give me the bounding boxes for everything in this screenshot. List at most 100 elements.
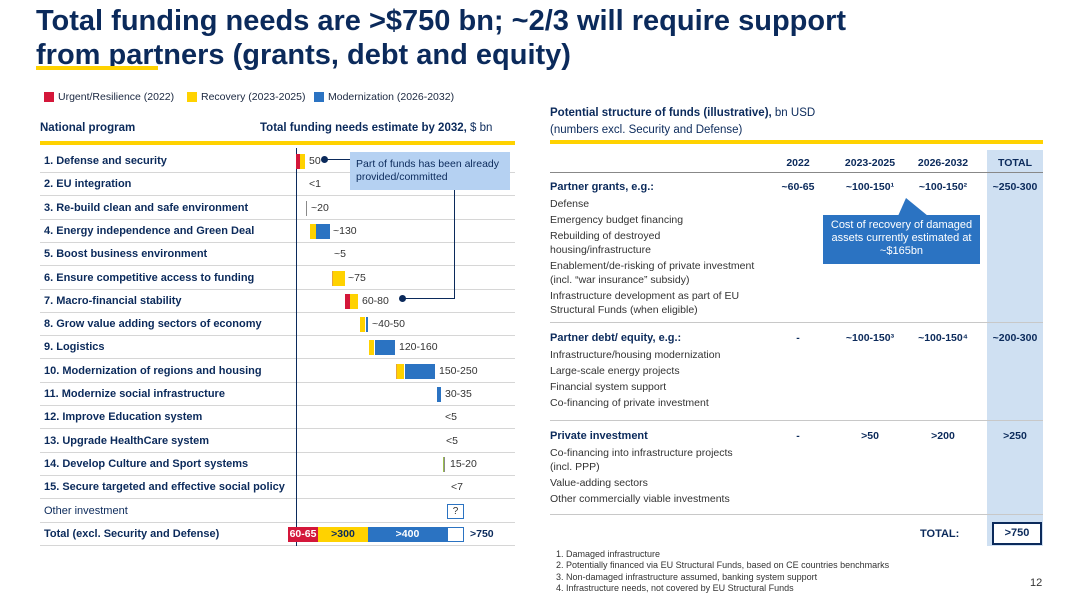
right-title-bold: Potential structure of funds (illustrati… xyxy=(550,107,772,119)
section-value: ~200-300 xyxy=(992,332,1038,344)
bar-value-label: 15-20 xyxy=(450,457,477,470)
program-label: 2. EU integration xyxy=(44,178,132,191)
program-label: 1. Defense and security xyxy=(44,155,167,167)
section-item: Defense xyxy=(550,198,590,210)
section-item: Value-adding sectors xyxy=(550,477,648,489)
divider xyxy=(550,514,1043,515)
section-items: Infrastructure/housing modernization Larg… xyxy=(550,348,755,412)
callout-dot xyxy=(321,156,328,163)
bar-value-label: ~40-50 xyxy=(372,318,405,331)
bar-value-label: 120-160 xyxy=(399,341,438,354)
page-title: Total funding needs are >$750 bn; ~2/3 w… xyxy=(36,4,1036,72)
section-item: Co-financing into infrastructure project… xyxy=(550,447,733,473)
program-label: 13. Upgrade HealthCare system xyxy=(44,434,210,447)
total-bar-urgent: 60-65 xyxy=(288,526,318,542)
program-row: 13. Upgrade HealthCare system xyxy=(40,430,515,453)
legend-swatch xyxy=(44,92,54,102)
program-row: 8. Grow value adding sectors of economy xyxy=(40,313,515,337)
col-2026-2032: 2026-2032 xyxy=(917,157,969,169)
legend-swatch xyxy=(187,92,197,102)
waterfall-bar xyxy=(333,270,345,286)
waterfall-bar xyxy=(366,317,368,333)
legend-label: Recovery (2023-2025) xyxy=(201,91,306,103)
section-value: >200 xyxy=(931,430,955,442)
section-name: Partner debt/ equity, e.g.: xyxy=(550,332,682,344)
bar-value-label: 150-250 xyxy=(439,364,478,377)
divider xyxy=(550,420,1043,421)
title-line-1: Total funding needs are >$750 bn; ~2/3 w… xyxy=(36,5,847,37)
program-row: 9. Logistics xyxy=(40,336,515,360)
waterfall-bar xyxy=(296,154,300,169)
section-value: ~100-150¹ xyxy=(845,181,895,193)
waterfall-bar xyxy=(345,293,350,309)
section-value: >50 xyxy=(861,430,879,442)
program-label: Total (excl. Security and Defense) xyxy=(44,527,220,540)
bar-value-label: <5 xyxy=(446,434,458,447)
waterfall-bar xyxy=(437,387,441,402)
total-column-highlight xyxy=(987,150,1043,546)
total-bar-modernization: >400 xyxy=(368,526,447,542)
callout-connector xyxy=(454,190,455,299)
section-item: Rebuilding of destroyed housing/infrastr… xyxy=(550,230,661,256)
section-item: Enablement/de-risking of private investm… xyxy=(550,260,755,286)
committed-callout: Part of funds has been already provided/… xyxy=(350,152,510,190)
section-value: ~100-150² xyxy=(918,181,968,193)
program-label: 7. Macro-financial stability xyxy=(44,294,182,307)
section-name: Private investment xyxy=(550,430,648,442)
bar-value-label: <1 xyxy=(309,178,321,191)
header-rule xyxy=(40,141,515,145)
waterfall-bar xyxy=(405,363,435,379)
col-2022: 2022 xyxy=(786,157,810,169)
waterfall-bar xyxy=(397,363,404,379)
bar-value-label: 30-35 xyxy=(445,388,472,400)
program-row: 2. EU integration xyxy=(40,173,515,197)
program-label: 14. Develop Culture and Sport systems xyxy=(44,457,249,470)
section-value: ~60-65 xyxy=(781,181,815,193)
right-subtitle: (numbers excl. Security and Defense) xyxy=(550,124,743,136)
waterfall-bar xyxy=(332,270,333,286)
program-label: 10. Modernization of regions and housing xyxy=(44,364,262,377)
program-row: 11. Modernize social infrastructure xyxy=(40,383,515,406)
footnote: 4. Infrastructure needs, not covered by … xyxy=(556,582,794,593)
program-row: 14. Develop Culture and Sport systems xyxy=(40,453,515,476)
program-label: 6. Ensure competitive access to funding xyxy=(44,271,255,284)
program-row: 4. Energy independence and Green Deal xyxy=(40,220,515,243)
section-item: Other commercially viable investments xyxy=(550,493,730,505)
recovery-cost-callout: Cost of recovery of damaged assets curre… xyxy=(823,215,980,264)
program-row: 15. Secure targeted and effective social… xyxy=(40,476,515,500)
program-row: 12. Improve Education system xyxy=(40,406,515,430)
bar-value-label: <5 xyxy=(445,411,457,424)
section-item: Co-financing of private investment xyxy=(550,397,709,409)
col-header-program: National program xyxy=(40,122,136,134)
section-value: - xyxy=(796,430,800,442)
right-title-unit: bn USD xyxy=(771,107,816,119)
program-row: 3. Re-build clean and safe environment xyxy=(40,197,515,220)
bar-value-label: ~20 xyxy=(311,201,329,214)
callout-connector xyxy=(402,298,455,299)
divider xyxy=(550,322,1043,323)
program-row: Other investment xyxy=(40,500,515,523)
program-label: 12. Improve Education system xyxy=(44,411,203,424)
section-item: Large-scale energy projects xyxy=(550,365,680,377)
waterfall-bar xyxy=(444,456,445,472)
total-value: >750 xyxy=(992,522,1042,545)
waterfall-bar xyxy=(300,154,305,169)
legend-modernization: Modernization (2026-2032) xyxy=(314,91,454,103)
footnote: 2. Potentially financed via EU Structura… xyxy=(556,560,890,571)
program-row: 1. Defense and security xyxy=(40,150,515,173)
section-name: Partner grants, e.g.: xyxy=(550,181,654,193)
bar-value-label: <7 xyxy=(451,481,463,494)
section-value: - xyxy=(796,332,800,344)
bar-value-label: 50 xyxy=(309,155,321,167)
waterfall-bar xyxy=(443,456,444,472)
bar-value-label: ~5 xyxy=(334,248,346,261)
section-value: ~100-150⁴ xyxy=(918,332,968,344)
section-item: Infrastructure/housing modernization xyxy=(550,349,721,361)
other-investment-box: ? xyxy=(447,503,464,519)
callout-connector xyxy=(324,159,350,160)
total-value-label: >750 xyxy=(470,527,494,540)
waterfall-bar xyxy=(310,223,316,239)
legend-label: Urgent/Resilience (2022) xyxy=(58,91,175,103)
title-line-2: from partners (grants, debt and equity) xyxy=(36,39,571,71)
section-items: Co-financing into infrastructure project… xyxy=(550,446,755,508)
